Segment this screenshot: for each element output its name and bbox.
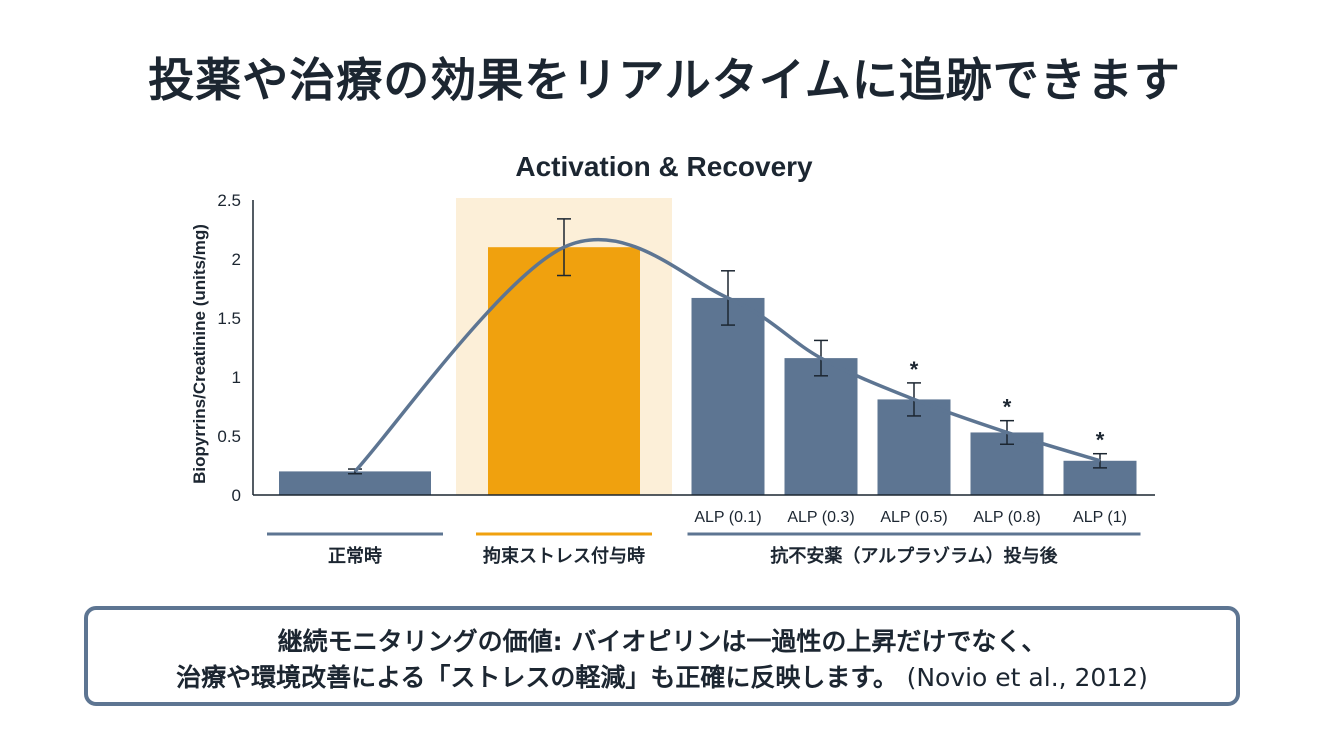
- significance-marker: *: [910, 357, 919, 382]
- y-tick-label: 0: [232, 486, 241, 505]
- bar: [784, 358, 858, 495]
- y-tick-label: 2.5: [217, 191, 241, 210]
- page-title: 投薬や治療の効果をリアルタイムに追跡できます: [148, 53, 1181, 107]
- group-label: 抗不安薬（アルプラゾラム）投与後: [770, 545, 1058, 567]
- x-category-label: ALP (1): [1073, 509, 1127, 526]
- y-tick-label: 1.5: [217, 309, 241, 328]
- callout-line-2: 治療や環境改善による「ストレスの軽減」も正確に反映します。 (Novio et …: [88, 660, 1236, 696]
- bar: [488, 247, 640, 495]
- callout-citation: (Novio et al., 2012): [906, 663, 1148, 692]
- callout-line-1: 継続モニタリングの価値: バイオピリンは一過性の上昇だけでなく、: [277, 627, 1047, 656]
- y-axis-label: Biopyrrins/Creatinine (units/mg): [190, 224, 209, 484]
- y-tick-label: 0.5: [217, 427, 241, 446]
- group-label: 正常時: [328, 545, 382, 567]
- x-category-label: ALP (0.5): [880, 509, 947, 526]
- group-label: 拘束ストレス付与時: [483, 545, 645, 567]
- bar-chart: Activation & Recovery Biopyrrins/Creatin…: [190, 151, 1155, 567]
- x-category-label: ALP (0.1): [694, 509, 761, 526]
- callout-box: 継続モニタリングの価値: バイオピリンは一過性の上昇だけでなく、 治療や環境改善…: [84, 606, 1240, 706]
- y-tick-label: 1: [232, 368, 241, 387]
- x-category-label: ALP (0.3): [787, 509, 854, 526]
- bar: [279, 471, 431, 495]
- chart-title: Activation & Recovery: [515, 151, 813, 182]
- significance-marker: *: [1003, 395, 1012, 420]
- y-tick-label: 2: [232, 250, 241, 269]
- bar: [691, 297, 765, 495]
- callout-line-2-text: 治療や環境改善による「ストレスの軽減」も正確に反映します。: [176, 663, 898, 692]
- x-category-label: ALP (0.8): [973, 509, 1040, 526]
- significance-marker: *: [1096, 428, 1105, 453]
- trend-line: [353, 237, 1101, 473]
